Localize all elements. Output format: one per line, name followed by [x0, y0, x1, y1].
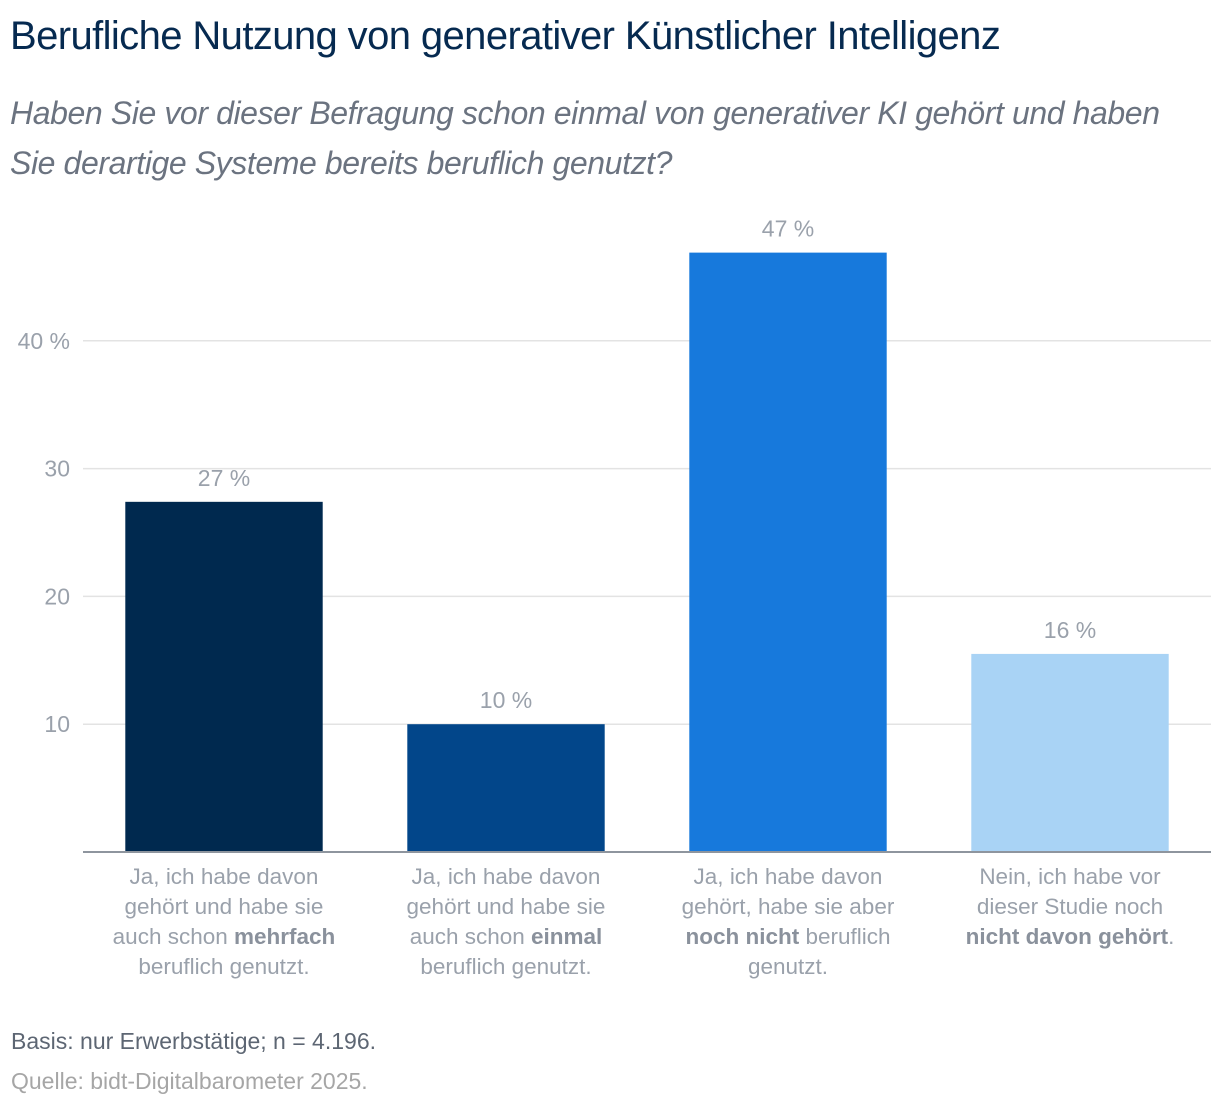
- value-label-4: 16 %: [1044, 617, 1096, 643]
- chart-subtitle: Haben Sie vor dieser Befragung schon ein…: [10, 95, 1160, 181]
- gridlines: 10 20 30 40 %: [18, 328, 1211, 737]
- chart-title: Berufliche Nutzung von generativer Künst…: [10, 14, 1001, 58]
- value-label-1: 27 %: [198, 465, 250, 491]
- category-label-1: Ja, ich habe davon gehört und habe sie auc…: [112, 864, 336, 979]
- bar-2: [407, 724, 605, 852]
- category-label-3: Ja, ich habe davon gehört, habe sie aber n…: [681, 864, 895, 979]
- bar-1: [125, 501, 323, 852]
- value-labels: 27 % 10 % 47 % 16 %: [198, 216, 1096, 714]
- source-note: Quelle: bidt-Digitalbarometer 2025.: [11, 1068, 368, 1094]
- bars: [125, 252, 1169, 853]
- y-tick-label: 10: [44, 711, 70, 737]
- y-tick-label: 20: [44, 583, 70, 609]
- value-label-3: 47 %: [762, 216, 814, 242]
- y-tick-label: 30: [44, 456, 70, 482]
- bar-4: [971, 653, 1169, 852]
- y-tick-label: 40 %: [18, 328, 70, 354]
- category-label-4: Nein, ich habe vor dieser Studie noch nich…: [965, 864, 1175, 949]
- bar-3: [689, 252, 887, 853]
- category-label-2: Ja, ich habe davon gehört und habe sie auc…: [406, 864, 606, 979]
- basis-note: Basis: nur Erwerbstätige; n = 4.196.: [11, 1028, 377, 1054]
- value-label-2: 10 %: [480, 687, 532, 713]
